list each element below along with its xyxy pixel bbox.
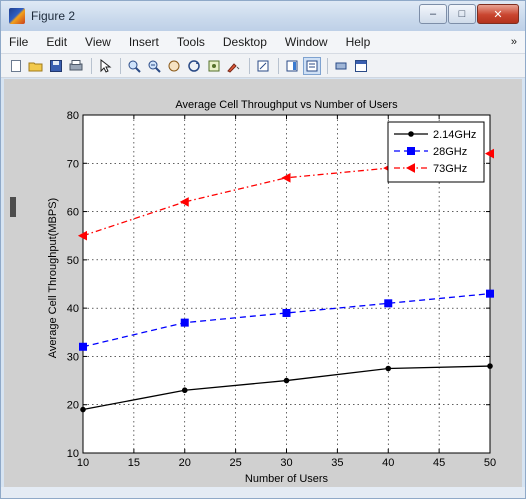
legend-marker[interactable] bbox=[408, 131, 414, 137]
data-cursor-icon[interactable] bbox=[205, 57, 223, 75]
chart-title: Average Cell Throughput vs Number of Use… bbox=[175, 99, 398, 111]
show-plot-tools-icon[interactable] bbox=[352, 57, 370, 75]
x-tick-label: 50 bbox=[484, 457, 496, 469]
y-axis-label: Average Cell Throughput(MBPS) bbox=[47, 198, 59, 358]
series-1 bbox=[79, 289, 494, 351]
x-axis-label: Number of Users bbox=[245, 473, 329, 485]
zoom-out-icon[interactable] bbox=[145, 57, 163, 75]
new-figure-icon[interactable] bbox=[7, 57, 25, 75]
legend-icon[interactable] bbox=[303, 56, 321, 75]
legend-marker[interactable] bbox=[407, 147, 415, 155]
toolbar-separator bbox=[278, 57, 279, 74]
data-point[interactable] bbox=[80, 406, 86, 413]
axis-ticks: 10 15 20 25 30 35 40 45 50 10 20 30 40 50 60 70 80 bbox=[67, 110, 496, 469]
menu-desktop[interactable]: Desktop bbox=[222, 35, 267, 49]
legend-item[interactable]: 2.14GHz bbox=[394, 129, 476, 141]
legend-box bbox=[387, 121, 485, 183]
figure-edge-marker bbox=[10, 197, 16, 217]
title-bar[interactable]: Figure 2 – □ ✕ bbox=[1, 1, 525, 31]
chart-svg: 10 15 20 25 30 35 40 45 50 10 20 30 40 50 60 70 80 Avera… bbox=[47, 99, 496, 485]
x-tick-label: 20 bbox=[179, 457, 191, 469]
y-tick-label: 20 bbox=[67, 400, 79, 412]
data-point[interactable] bbox=[79, 342, 87, 351]
figure-canvas: 10 15 20 25 30 35 40 45 50 10 20 30 40 50 60 70 80 Avera… bbox=[4, 79, 522, 487]
brush-icon[interactable] bbox=[225, 57, 243, 75]
minimize-button[interactable]: – bbox=[419, 4, 447, 24]
legend-label: 73GHz bbox=[433, 163, 467, 175]
series-2 bbox=[77, 148, 494, 241]
data-point[interactable] bbox=[484, 148, 494, 159]
select-arrow-icon[interactable] bbox=[96, 57, 114, 75]
series-0 bbox=[80, 363, 493, 413]
legend-marker[interactable] bbox=[405, 163, 415, 173]
series-line[interactable] bbox=[82, 293, 491, 348]
data-point[interactable] bbox=[384, 299, 393, 308]
menu-window[interactable]: Window bbox=[284, 35, 328, 49]
print-icon[interactable] bbox=[67, 57, 85, 75]
close-button[interactable]: ✕ bbox=[477, 4, 519, 24]
toolbar-separator bbox=[120, 57, 121, 74]
maximize-button[interactable]: □ bbox=[448, 4, 476, 24]
data-point[interactable] bbox=[281, 172, 291, 183]
hide-plot-tools-icon[interactable] bbox=[332, 57, 350, 75]
data-point[interactable] bbox=[282, 308, 291, 317]
y-tick-label: 50 bbox=[67, 255, 79, 267]
toolbar-separator bbox=[249, 57, 250, 74]
menu-edit[interactable]: Edit bbox=[46, 35, 68, 49]
legend-item[interactable]: 28GHz bbox=[394, 146, 467, 158]
rotate-3d-icon[interactable] bbox=[185, 57, 203, 75]
pan-icon[interactable] bbox=[165, 57, 183, 75]
matlab-logo-icon bbox=[9, 8, 25, 24]
menu-overflow-icon[interactable]: » bbox=[510, 36, 517, 48]
legend-item[interactable]: 73GHz bbox=[394, 163, 467, 175]
data-point[interactable] bbox=[179, 197, 189, 207]
data-point[interactable] bbox=[181, 387, 188, 394]
link-plot-icon[interactable] bbox=[254, 57, 272, 75]
data-point[interactable] bbox=[283, 377, 290, 384]
menu-help[interactable]: Help bbox=[345, 35, 371, 49]
menu-view[interactable]: View bbox=[85, 35, 111, 49]
legend-label: 28GHz bbox=[433, 146, 467, 158]
data-point[interactable] bbox=[385, 365, 392, 372]
x-tick-label: 25 bbox=[230, 457, 242, 469]
data-point[interactable] bbox=[180, 318, 189, 327]
series-group bbox=[77, 148, 494, 413]
legend-label: 2.14GHz bbox=[433, 129, 476, 141]
data-point[interactable] bbox=[77, 230, 87, 241]
window-controls: – □ ✕ bbox=[418, 4, 519, 24]
figure-toolbar bbox=[1, 54, 525, 78]
legend[interactable]: 2.14GHz 28GHz 73GHz bbox=[387, 121, 485, 183]
open-file-icon[interactable] bbox=[27, 57, 45, 75]
x-tick-label: 30 bbox=[280, 457, 292, 469]
y-tick-label: 30 bbox=[67, 351, 79, 363]
data-point[interactable] bbox=[486, 289, 494, 298]
menu-bar: File Edit View Insert Tools Desktop Wind… bbox=[1, 31, 525, 54]
y-tick-label: 60 bbox=[67, 207, 79, 219]
data-point[interactable] bbox=[487, 363, 493, 369]
zoom-in-icon[interactable] bbox=[125, 57, 143, 75]
y-tick-label: 40 bbox=[67, 303, 79, 315]
y-tick-label: 10 bbox=[67, 448, 79, 460]
menu-file[interactable]: File bbox=[9, 35, 29, 49]
x-tick-label: 35 bbox=[331, 457, 343, 469]
colorbar-icon[interactable] bbox=[283, 57, 301, 75]
toolbar-separator bbox=[327, 57, 328, 74]
menu-tools[interactable]: Tools bbox=[176, 35, 205, 49]
x-tick-label: 15 bbox=[128, 457, 140, 469]
x-tick-label: 40 bbox=[382, 457, 394, 469]
window-title: Figure 2 bbox=[31, 9, 76, 23]
menu-insert[interactable]: Insert bbox=[128, 35, 159, 49]
save-icon[interactable] bbox=[47, 57, 65, 75]
window-bottom-border bbox=[1, 487, 525, 498]
x-tick-label: 10 bbox=[77, 457, 89, 469]
grid-lines bbox=[83, 115, 490, 453]
y-tick-label: 80 bbox=[67, 110, 79, 122]
toolbar-separator bbox=[91, 57, 92, 74]
x-tick-label: 45 bbox=[433, 457, 445, 469]
y-tick-label: 70 bbox=[67, 158, 79, 170]
